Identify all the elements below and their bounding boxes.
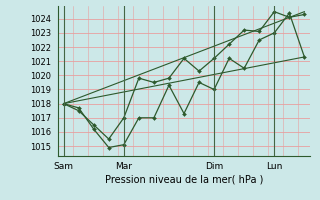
X-axis label: Pression niveau de la mer( hPa ): Pression niveau de la mer( hPa ) (105, 174, 263, 184)
